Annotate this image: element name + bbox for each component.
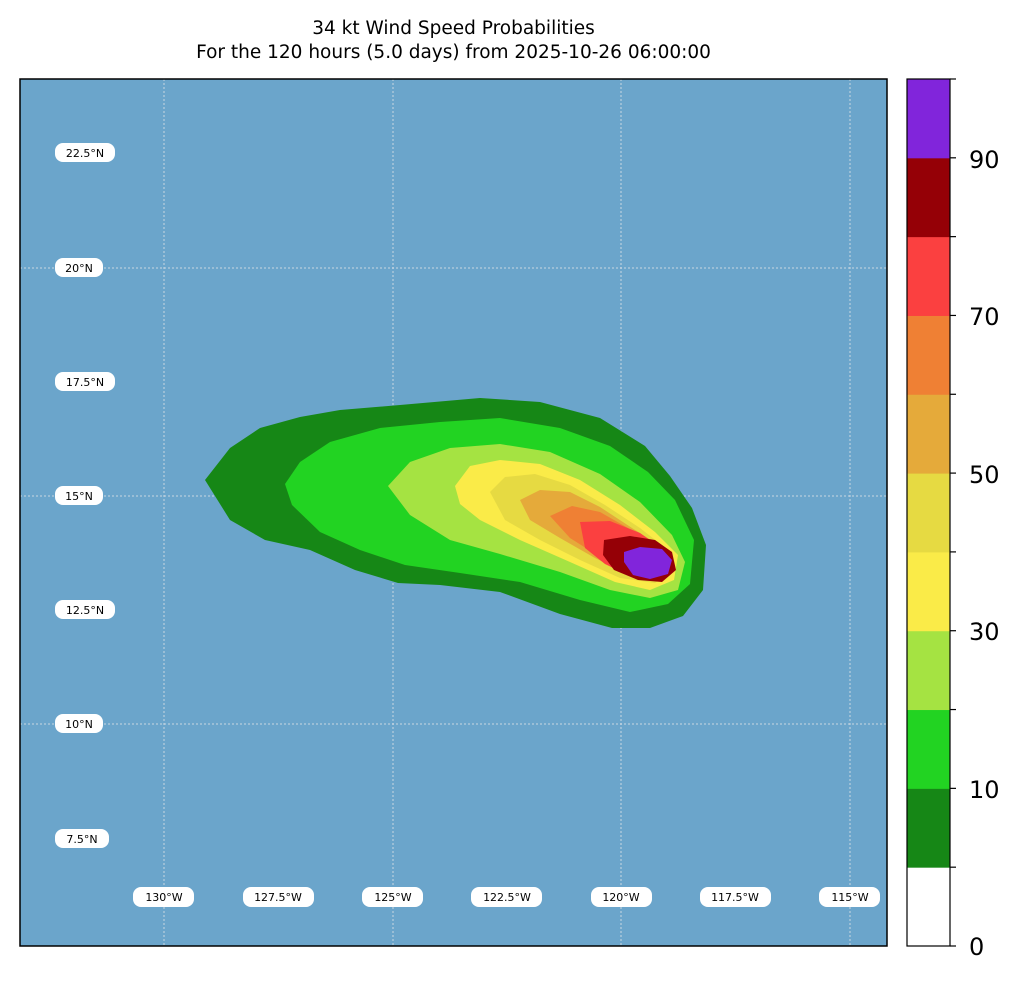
colorbar-bands — [907, 79, 950, 947]
colorbar-band-40-50 — [907, 551, 950, 632]
colorbar-border — [906, 78, 951, 947]
colorbar-band-100 — [907, 79, 950, 159]
lon-label-115w: 115°W — [819, 887, 880, 907]
svg-text:10°N: 10°N — [65, 718, 93, 731]
lon-label-117-5w: 117.5°W — [700, 887, 771, 907]
svg-text:120°W: 120°W — [602, 891, 639, 904]
cb-label-90: 90 — [969, 146, 1000, 174]
svg-text:7.5°N: 7.5°N — [66, 833, 97, 846]
lon-label-120w: 120°W — [591, 887, 652, 907]
svg-text:122.5°W: 122.5°W — [483, 891, 531, 904]
lat-label-17-5n: 17.5°N — [55, 372, 115, 391]
cb-label-0: 0 — [969, 933, 984, 961]
svg-text:125°W: 125°W — [374, 891, 411, 904]
colorbar-ticks — [950, 78, 956, 947]
colorbar-band-80-90 — [907, 236, 950, 316]
colorbar: 0 10 30 50 70 90 — [906, 78, 1000, 961]
colorbar-band-10-20 — [907, 788, 950, 868]
longitude-labels: 130°W 127.5°W 125°W 122.5°W 120°W 117.5°… — [133, 887, 880, 907]
svg-text:20°N: 20°N — [65, 262, 93, 275]
colorbar-band-30-40 — [907, 630, 950, 711]
map-title: 34 kt Wind Speed Probabilities For the 1… — [20, 17, 887, 65]
svg-text:22.5°N: 22.5°N — [66, 147, 104, 160]
svg-text:130°W: 130°W — [145, 891, 182, 904]
svg-text:12.5°N: 12.5°N — [66, 604, 104, 617]
colorbar-band-90-100 — [907, 157, 950, 238]
colorbar-band-70-80 — [907, 315, 950, 395]
lat-label-10n: 10°N — [55, 714, 103, 733]
colorbar-band-50-60 — [907, 473, 950, 553]
cb-label-30: 30 — [969, 618, 1000, 646]
svg-text:17.5°N: 17.5°N — [66, 376, 104, 389]
svg-text:115°W: 115°W — [831, 891, 868, 904]
cb-label-50: 50 — [969, 461, 1000, 489]
colorbar-band-0-10 — [907, 867, 950, 947]
lon-label-122-5w: 122.5°W — [471, 887, 542, 907]
lat-label-22-5n: 22.5°N — [55, 143, 115, 162]
title-line-2: For the 120 hours (5.0 days) from 2025-1… — [196, 42, 711, 63]
svg-text:117.5°W: 117.5°W — [711, 891, 759, 904]
lat-label-20n: 20°N — [55, 258, 103, 277]
colorbar-tick-labels: 0 10 30 50 70 90 — [969, 146, 1000, 961]
prob-band-100 — [624, 547, 672, 579]
lon-label-127-5w: 127.5°W — [243, 887, 314, 907]
svg-text:127.5°W: 127.5°W — [254, 891, 302, 904]
wind-probability-field — [205, 398, 706, 628]
cb-label-70: 70 — [969, 303, 1000, 331]
colorbar-band-20-30 — [907, 709, 950, 789]
lat-label-15n: 15°N — [55, 486, 103, 505]
lon-label-125w: 125°W — [362, 887, 423, 907]
svg-text:15°N: 15°N — [65, 490, 93, 503]
colorbar-band-60-70 — [907, 394, 950, 474]
title-line-1: 34 kt Wind Speed Probabilities — [312, 18, 595, 39]
map-border — [19, 78, 888, 947]
lon-label-130w: 130°W — [133, 887, 194, 907]
latitude-labels: 22.5°N 20°N 17.5°N 15°N 12.5°N 10°N 7.5°… — [55, 143, 115, 848]
lat-label-12-5n: 12.5°N — [55, 600, 115, 619]
cb-label-10: 10 — [969, 776, 1000, 804]
lat-label-7-5n: 7.5°N — [55, 829, 109, 848]
